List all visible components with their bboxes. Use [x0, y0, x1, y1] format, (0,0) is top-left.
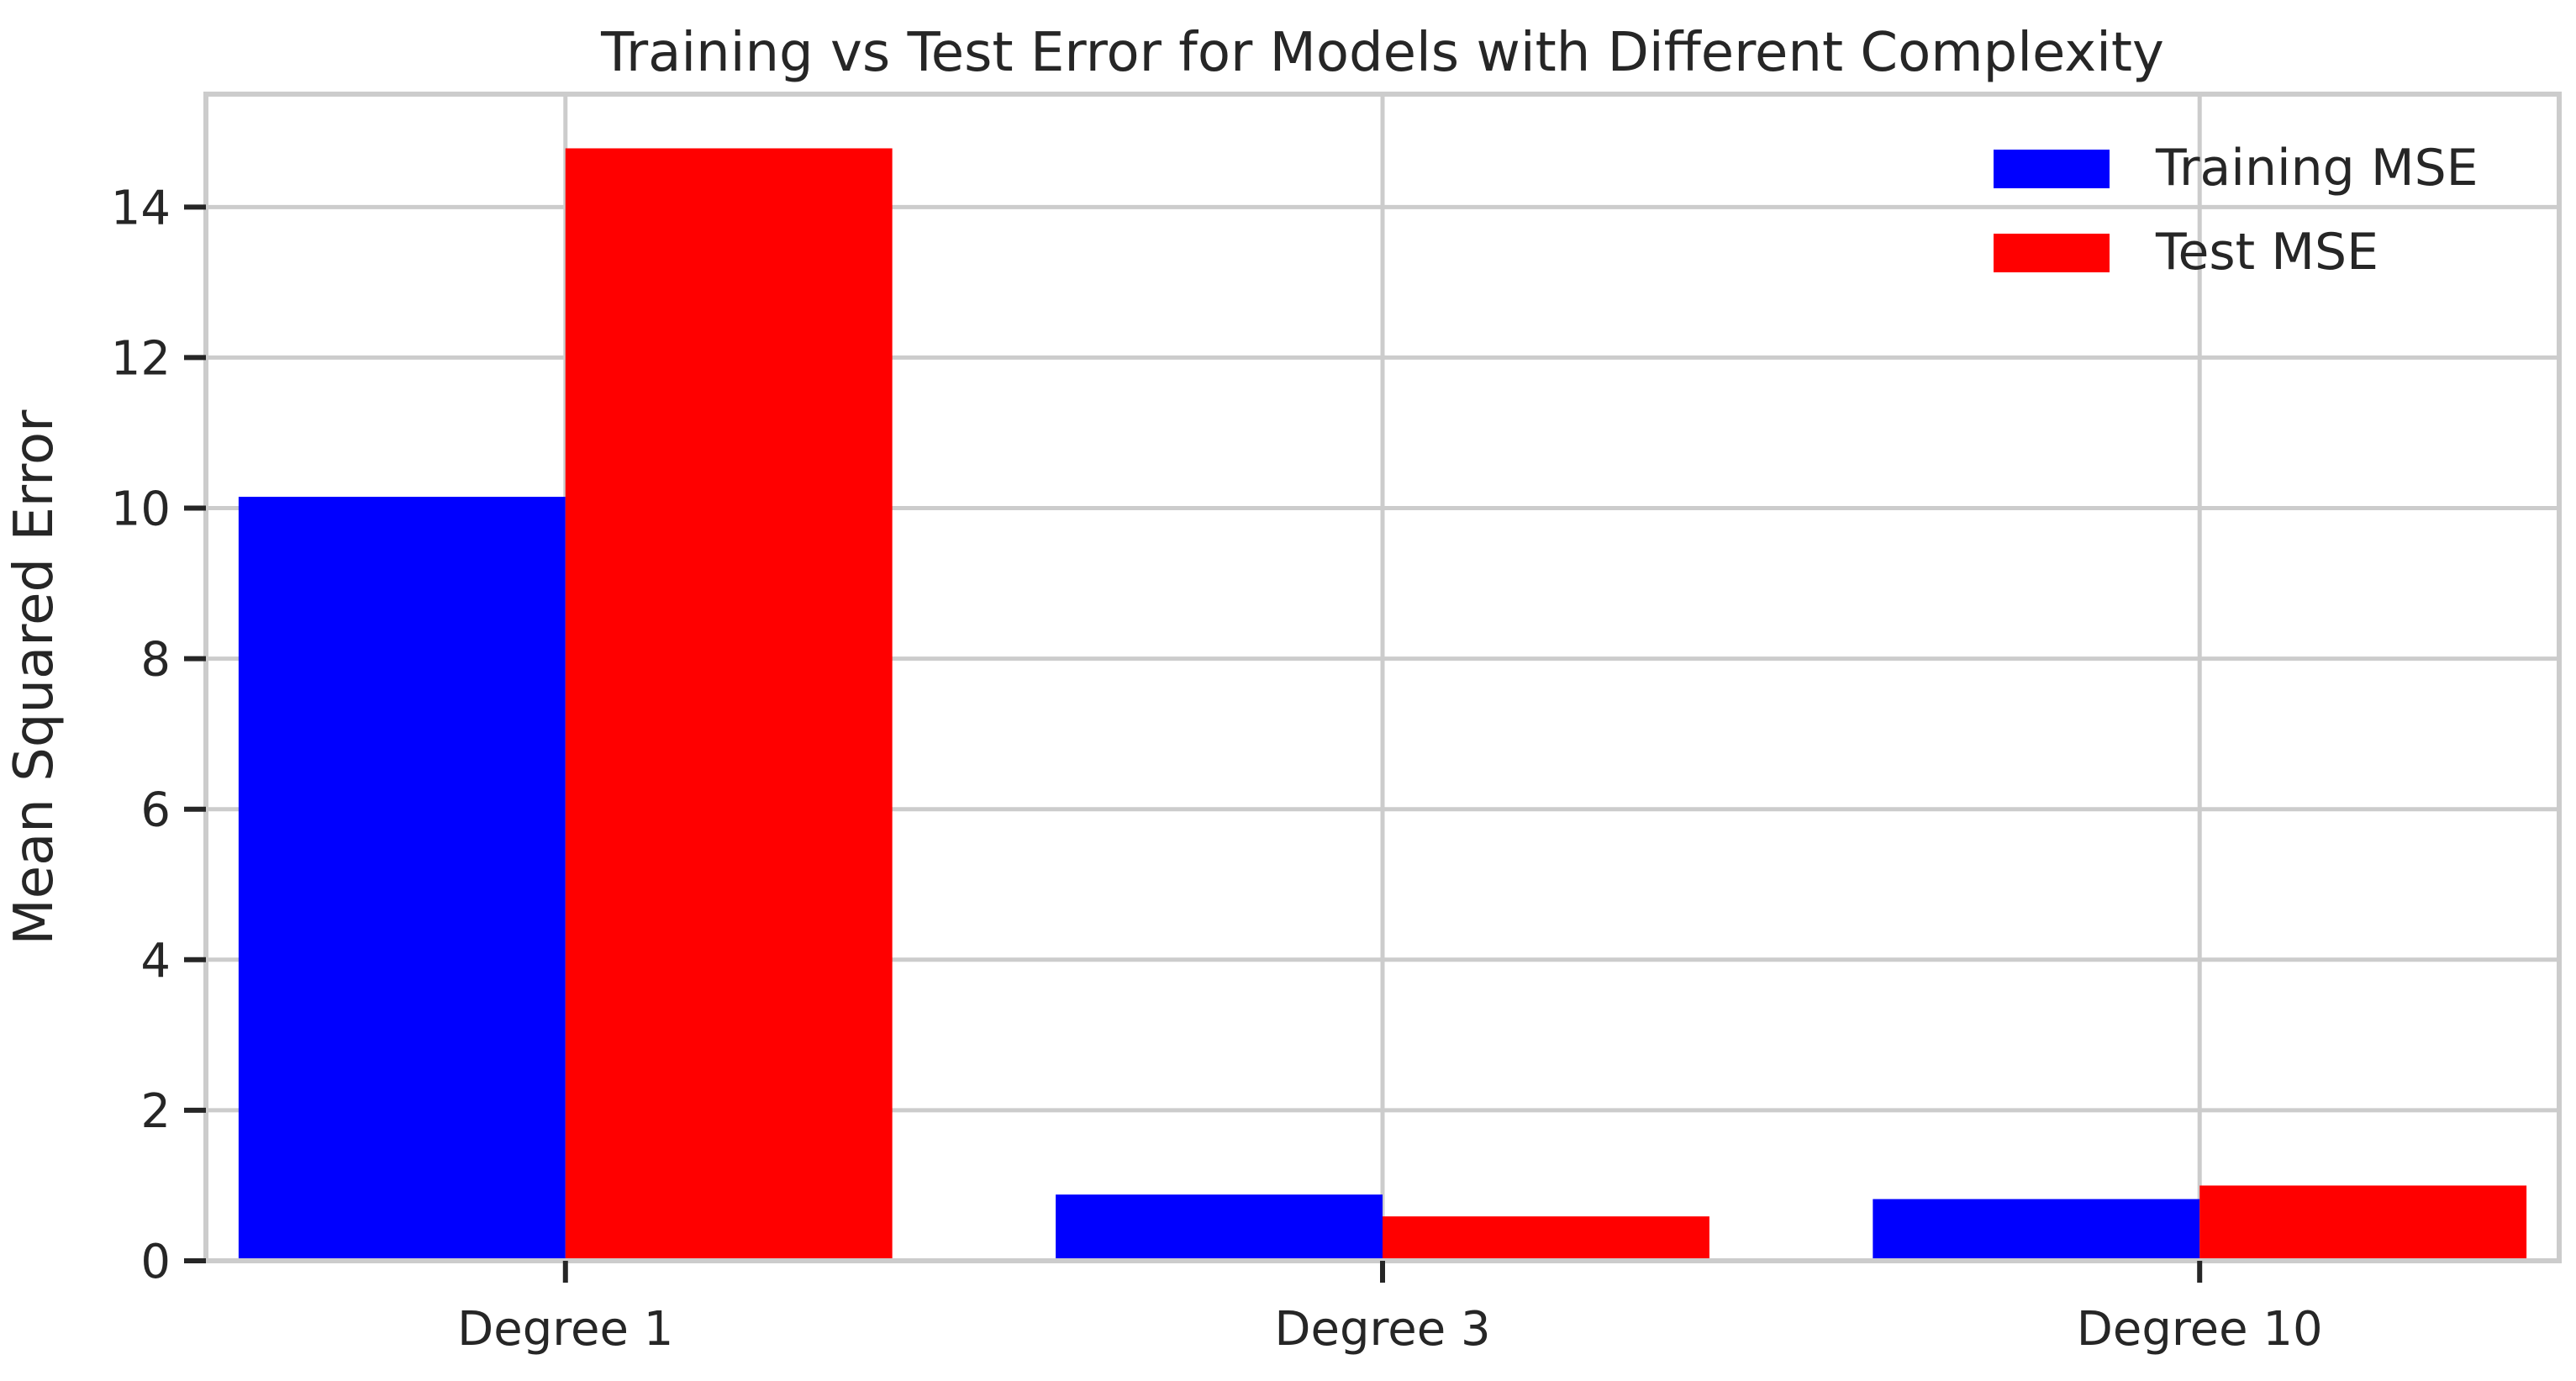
y-tick-label: 2 [140, 1084, 171, 1139]
chart-title: Training vs Test Error for Models with D… [600, 22, 2164, 84]
x-tick-label: Degree 1 [457, 1302, 673, 1357]
test-mse-bar [2199, 1185, 2527, 1261]
y-tick-label: 8 [140, 633, 171, 688]
ticks-layer: 0 2 4 6 8 10 12 14 Degree 1 Degree 3 Degree 10 [111, 181, 2323, 1357]
legend-label: Training MSE [2155, 139, 2479, 198]
legend: Training MSE Test MSE [1994, 139, 2479, 282]
y-tick-label: 6 [140, 783, 171, 838]
y-tick-label: 14 [111, 181, 171, 235]
y-tick-label: 12 [111, 331, 171, 386]
legend-label: Test MSE [2155, 223, 2378, 282]
training-mse-bar [238, 497, 566, 1261]
y-axis-label: Mean Squared Error [3, 409, 66, 946]
test-mse-bar [1383, 1216, 1709, 1261]
y-tick-label: 10 [111, 482, 171, 537]
x-tick-label: Degree 3 [1274, 1302, 1490, 1357]
training-mse-bar [1056, 1194, 1383, 1261]
bars-layer [238, 148, 2527, 1261]
y-tick-label: 0 [140, 1235, 171, 1289]
x-tick-label: Degree 10 [2077, 1302, 2323, 1357]
test-mse-bar [565, 148, 893, 1261]
y-tick-label: 4 [140, 934, 171, 988]
legend-swatch [1994, 234, 2110, 272]
legend-swatch [1994, 150, 2110, 188]
training-mse-bar [1873, 1199, 2200, 1261]
